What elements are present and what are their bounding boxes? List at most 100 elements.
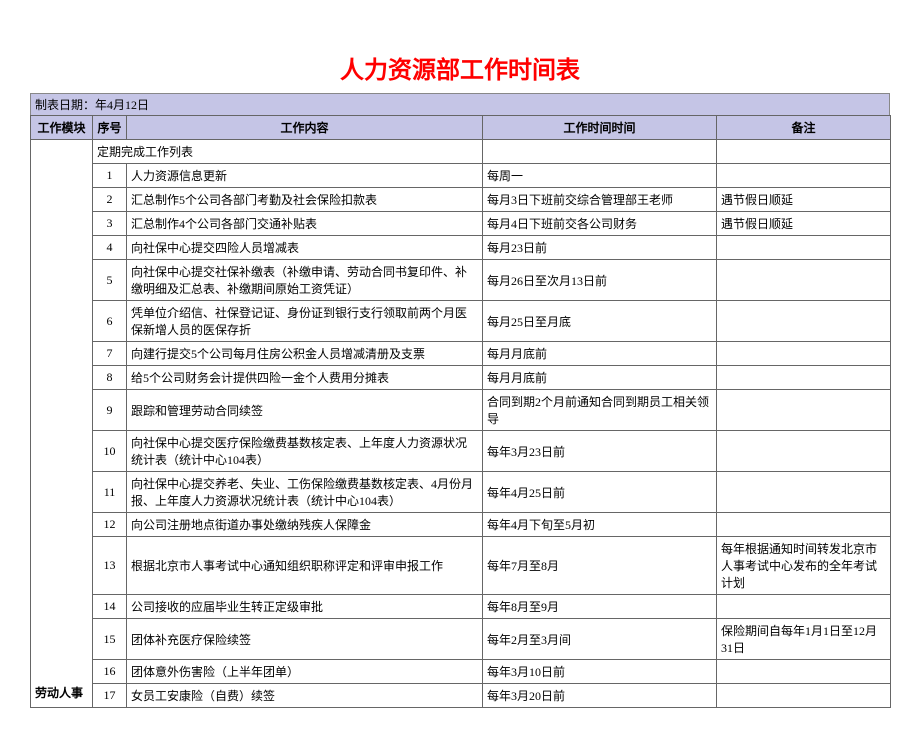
time-cell: 每年3月10日前 [483,660,717,684]
seq-cell: 8 [93,366,127,390]
table-row: 3汇总制作4个公司各部门交通补贴表每月4日下班前交各公司财务遇节假日顺延 [31,212,891,236]
time-cell: 每月月底前 [483,366,717,390]
table-row: 4向社保中心提交四险人员增减表每月23日前 [31,236,891,260]
remark-cell [717,513,891,537]
content-cell: 向社保中心提交四险人员增减表 [127,236,483,260]
seq-cell: 13 [93,537,127,595]
time-cell: 每年4月25日前 [483,472,717,513]
content-cell: 汇总制作5个公司各部门考勤及社会保险扣款表 [127,188,483,212]
table-row: 8给5个公司财务会计提供四险一金个人费用分摊表每月月底前 [31,366,891,390]
content-cell: 根据北京市人事考试中心通知组织职称评定和评审申报工作 [127,537,483,595]
content-cell: 汇总制作4个公司各部门交通补贴表 [127,212,483,236]
header-content: 工作内容 [127,116,483,140]
header-seq: 序号 [93,116,127,140]
time-cell: 每月4日下班前交各公司财务 [483,212,717,236]
content-cell: 公司接收的应届毕业生转正定级审批 [127,595,483,619]
table-row: 15团体补充医疗保险续签每年2月至3月间保险期间自每年1月1日至12月31日 [31,619,891,660]
time-cell: 每年2月至3月间 [483,619,717,660]
table-row: 12向公司注册地点街道办事处缴纳残疾人保障金每年4月下旬至5月初 [31,513,891,537]
remark-cell [717,431,891,472]
seq-cell: 12 [93,513,127,537]
seq-cell: 17 [93,684,127,708]
time-cell: 每月月底前 [483,342,717,366]
section-time-cell [483,140,717,164]
content-cell: 女员工安康险（自费）续签 [127,684,483,708]
time-cell: 每月26日至次月13日前 [483,260,717,301]
content-cell: 凭单位介绍信、社保登记证、身份证到银行支行领取前两个月医保新增人员的医保存折 [127,301,483,342]
remark-cell [717,390,891,431]
content-cell: 团体意外伤害险（上半年团单） [127,660,483,684]
date-line: 制表日期：年4月12日 [30,93,890,115]
table-row: 1人力资源信息更新每周一 [31,164,891,188]
seq-cell: 6 [93,301,127,342]
table-row: 13根据北京市人事考试中心通知组织职称评定和评审申报工作每年7月至8月每年根据通… [31,537,891,595]
remark-cell [717,301,891,342]
content-cell: 团体补充医疗保险续签 [127,619,483,660]
remark-cell [717,660,891,684]
remark-cell: 遇节假日顺延 [717,212,891,236]
time-cell: 合同到期2个月前通知合同到期员工相关领导 [483,390,717,431]
remark-cell: 每年根据通知时间转发北京市人事考试中心发布的全年考试计划 [717,537,891,595]
seq-cell: 9 [93,390,127,431]
header-row: 工作模块 序号 工作内容 工作时间时间 备注 [31,116,891,140]
time-cell: 每年4月下旬至5月初 [483,513,717,537]
remark-cell [717,164,891,188]
time-cell: 每年3月20日前 [483,684,717,708]
content-cell: 向建行提交5个公司每月住房公积金人员增减清册及支票 [127,342,483,366]
table-row: 16团体意外伤害险（上半年团单）每年3月10日前 [31,660,891,684]
content-cell: 向社保中心提交养老、失业、工伤保险缴费基数核定表、4月份月报、上年度人力资源状况… [127,472,483,513]
seq-cell: 3 [93,212,127,236]
remark-cell [717,342,891,366]
header-time: 工作时间时间 [483,116,717,140]
seq-cell: 7 [93,342,127,366]
remark-cell [717,472,891,513]
page-title: 人力资源部工作时间表 [30,40,890,93]
table-row: 5向社保中心提交社保补缴表（补缴申请、劳动合同书复印件、补缴明细及汇总表、补缴期… [31,260,891,301]
schedule-table: 工作模块 序号 工作内容 工作时间时间 备注 劳动人事定期完成工作列表1人力资源… [30,115,891,708]
remark-cell: 遇节假日顺延 [717,188,891,212]
seq-cell: 2 [93,188,127,212]
module-cell: 劳动人事 [31,140,93,708]
seq-cell: 10 [93,431,127,472]
remark-cell [717,595,891,619]
time-cell: 每月3日下班前交综合管理部王老师 [483,188,717,212]
remark-cell: 保险期间自每年1月1日至12月31日 [717,619,891,660]
time-cell: 每月23日前 [483,236,717,260]
content-cell: 向社保中心提交社保补缴表（补缴申请、劳动合同书复印件、补缴明细及汇总表、补缴期间… [127,260,483,301]
table-row: 14公司接收的应届毕业生转正定级审批每年8月至9月 [31,595,891,619]
header-remark: 备注 [717,116,891,140]
time-cell: 每年8月至9月 [483,595,717,619]
table-row: 9跟踪和管理劳动合同续签合同到期2个月前通知合同到期员工相关领导 [31,390,891,431]
table-row: 7向建行提交5个公司每月住房公积金人员增减清册及支票每月月底前 [31,342,891,366]
remark-cell [717,684,891,708]
table-row: 10向社保中心提交医疗保险缴费基数核定表、上年度人力资源状况统计表（统计中心10… [31,431,891,472]
table-row: 6凭单位介绍信、社保登记证、身份证到银行支行领取前两个月医保新增人员的医保存折每… [31,301,891,342]
remark-cell [717,366,891,390]
seq-cell: 11 [93,472,127,513]
seq-cell: 5 [93,260,127,301]
seq-cell: 4 [93,236,127,260]
content-cell: 人力资源信息更新 [127,164,483,188]
content-cell: 向社保中心提交医疗保险缴费基数核定表、上年度人力资源状况统计表（统计中心104表… [127,431,483,472]
seq-cell: 1 [93,164,127,188]
worksheet: 人力资源部工作时间表 制表日期：年4月12日 工作模块 序号 工作内容 工作时间… [30,40,890,708]
time-cell: 每年7月至8月 [483,537,717,595]
seq-cell: 16 [93,660,127,684]
content-cell: 跟踪和管理劳动合同续签 [127,390,483,431]
table-row: 11向社保中心提交养老、失业、工伤保险缴费基数核定表、4月份月报、上年度人力资源… [31,472,891,513]
seq-cell: 14 [93,595,127,619]
section-row: 劳动人事定期完成工作列表 [31,140,891,164]
header-module: 工作模块 [31,116,93,140]
content-cell: 给5个公司财务会计提供四险一金个人费用分摊表 [127,366,483,390]
time-cell: 每月25日至月底 [483,301,717,342]
remark-cell [717,236,891,260]
section-remark-cell [717,140,891,164]
time-cell: 每年3月23日前 [483,431,717,472]
section-header-cell: 定期完成工作列表 [93,140,483,164]
remark-cell [717,260,891,301]
seq-cell: 15 [93,619,127,660]
time-cell: 每周一 [483,164,717,188]
table-row: 2汇总制作5个公司各部门考勤及社会保险扣款表每月3日下班前交综合管理部王老师遇节… [31,188,891,212]
content-cell: 向公司注册地点街道办事处缴纳残疾人保障金 [127,513,483,537]
table-row: 17女员工安康险（自费）续签每年3月20日前 [31,684,891,708]
